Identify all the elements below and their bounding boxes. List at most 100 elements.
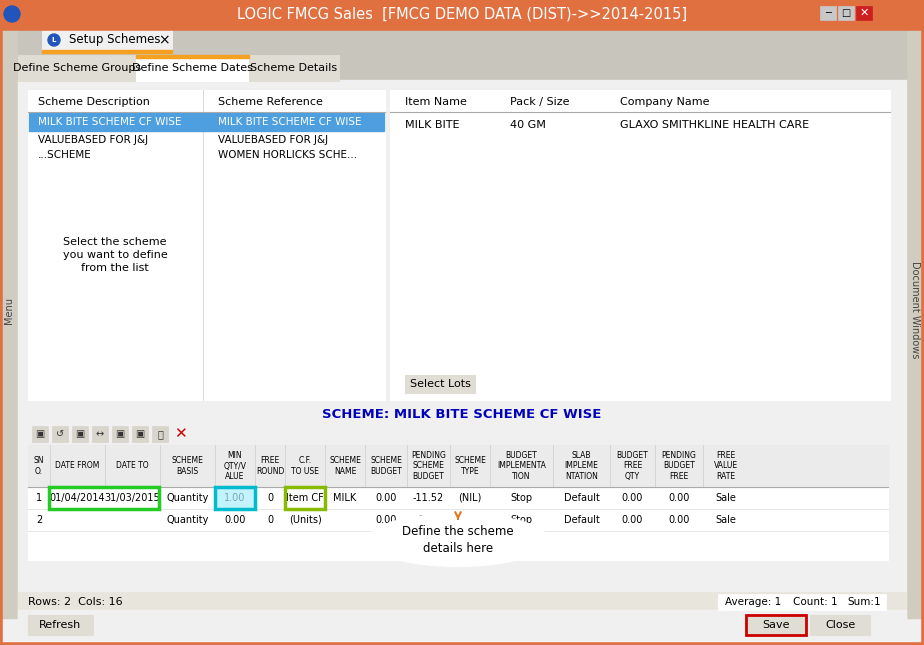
Text: ↔: ↔ xyxy=(96,429,104,439)
Bar xyxy=(112,426,128,442)
Text: 0.00: 0.00 xyxy=(622,493,643,503)
Text: LOGIC FMCG Sales  [FMCG DEMO DATA (DIST)->>2014-2015]: LOGIC FMCG Sales [FMCG DEMO DATA (DIST)-… xyxy=(237,6,687,21)
Text: Count: 1: Count: 1 xyxy=(793,597,838,607)
Bar xyxy=(843,594,886,610)
Bar xyxy=(28,90,385,400)
Text: GLAXO SMITHKLINE HEALTH CARE: GLAXO SMITHKLINE HEALTH CARE xyxy=(620,120,809,130)
Text: VALUEBASED FOR J&J: VALUEBASED FOR J&J xyxy=(38,135,148,145)
Bar xyxy=(18,592,906,612)
Text: 2: 2 xyxy=(36,515,43,525)
Circle shape xyxy=(48,34,60,46)
Text: Define Scheme Dates: Define Scheme Dates xyxy=(132,63,253,73)
Text: BUDGET
IMPLEMENTA
TION: BUDGET IMPLEMENTA TION xyxy=(497,451,546,481)
Text: SCHEME
NAME: SCHEME NAME xyxy=(329,456,361,476)
Text: 🔎: 🔎 xyxy=(157,429,163,439)
Text: MILK: MILK xyxy=(334,493,357,503)
Bar xyxy=(788,594,843,610)
Text: Stop: Stop xyxy=(510,493,532,503)
Text: Default: Default xyxy=(564,493,600,503)
Text: SLAB
IMPLEME
NTATION: SLAB IMPLEME NTATION xyxy=(565,451,599,481)
Text: Menu: Menu xyxy=(4,297,14,324)
Text: 0.00: 0.00 xyxy=(418,515,439,525)
Bar xyxy=(18,28,906,54)
Text: Define the scheme
details here: Define the scheme details here xyxy=(402,525,514,555)
Text: 40 GM: 40 GM xyxy=(510,120,546,130)
Text: ×: × xyxy=(158,33,170,47)
Text: 0: 0 xyxy=(267,515,274,525)
Ellipse shape xyxy=(43,221,188,289)
Bar xyxy=(152,426,168,442)
Text: ...SCHEME: ...SCHEME xyxy=(38,150,91,160)
Text: FREE
ROUND: FREE ROUND xyxy=(256,456,285,476)
Bar xyxy=(72,426,88,442)
Text: 0.00: 0.00 xyxy=(622,515,643,525)
Bar xyxy=(136,55,249,81)
Text: DATE FROM: DATE FROM xyxy=(55,462,100,470)
Text: 0.00: 0.00 xyxy=(668,493,689,503)
Bar xyxy=(405,375,475,393)
Text: 01/04/2014: 01/04/2014 xyxy=(50,493,105,503)
Text: 0.00: 0.00 xyxy=(668,515,689,525)
Bar xyxy=(810,615,870,635)
Text: 1.00: 1.00 xyxy=(225,493,246,503)
Text: MILK BITE: MILK BITE xyxy=(405,120,459,130)
Text: Default: Default xyxy=(564,515,600,525)
Text: 0: 0 xyxy=(267,493,274,503)
Text: 0.00: 0.00 xyxy=(225,515,246,525)
Text: 1: 1 xyxy=(36,493,43,503)
Bar xyxy=(18,55,136,81)
Text: Scheme Description: Scheme Description xyxy=(38,97,150,107)
Text: Select the scheme
you want to define
from the list: Select the scheme you want to define fro… xyxy=(63,237,167,273)
Text: Select Lots: Select Lots xyxy=(409,379,470,389)
Bar xyxy=(746,615,806,635)
Bar xyxy=(28,445,888,560)
Bar xyxy=(28,423,888,445)
Bar xyxy=(18,80,906,620)
Text: Rows: 2  Cols: 16: Rows: 2 Cols: 16 xyxy=(28,597,123,607)
Text: Close: Close xyxy=(825,620,855,630)
Text: SN
O.: SN O. xyxy=(34,456,44,476)
Text: Scheme Reference: Scheme Reference xyxy=(218,97,322,107)
Text: SCHEME
BUDGET: SCHEME BUDGET xyxy=(371,456,402,476)
Text: ▣: ▣ xyxy=(35,429,44,439)
Text: Scheme Details: Scheme Details xyxy=(250,63,337,73)
Text: ↺: ↺ xyxy=(56,429,64,439)
Bar xyxy=(28,445,888,487)
Text: Stop: Stop xyxy=(510,515,532,525)
Text: -11.52: -11.52 xyxy=(413,493,444,503)
Text: MIN
QTY/V
ALUE: MIN QTY/V ALUE xyxy=(224,451,247,481)
Text: MILK BITE SCHEME CF WISE: MILK BITE SCHEME CF WISE xyxy=(38,117,181,127)
Text: L: L xyxy=(52,37,56,43)
Text: Average: 1: Average: 1 xyxy=(724,597,781,607)
Bar xyxy=(390,90,890,400)
Bar xyxy=(136,55,249,58)
Text: FREE
VALUE
RATE: FREE VALUE RATE xyxy=(713,451,737,481)
Text: 0.00: 0.00 xyxy=(375,493,396,503)
Text: SCHEME
TYPE: SCHEME TYPE xyxy=(454,456,486,476)
Text: PENDING
SCHEME
BUDGET: PENDING SCHEME BUDGET xyxy=(411,451,446,481)
Text: PENDING
BUDGET
FREE: PENDING BUDGET FREE xyxy=(662,451,697,481)
Bar xyxy=(215,487,255,509)
Text: Quantity: Quantity xyxy=(166,493,209,503)
Text: Item CF: Item CF xyxy=(286,493,324,503)
Text: (Units): (Units) xyxy=(288,515,322,525)
Text: Pack / Size: Pack / Size xyxy=(510,97,569,107)
Bar xyxy=(718,594,788,610)
Bar xyxy=(52,426,68,442)
Circle shape xyxy=(4,6,20,22)
Bar xyxy=(28,615,93,635)
Bar xyxy=(285,487,325,509)
Text: ▣: ▣ xyxy=(116,429,125,439)
Bar xyxy=(0,0,924,28)
Bar xyxy=(746,615,806,635)
Text: 0.00: 0.00 xyxy=(375,515,396,525)
Bar xyxy=(0,28,18,618)
Text: SCHEME: MILK BITE SCHEME CF WISE: SCHEME: MILK BITE SCHEME CF WISE xyxy=(322,408,602,421)
Text: 31/03/2015: 31/03/2015 xyxy=(104,493,161,503)
Text: Document Windows: Document Windows xyxy=(910,261,920,359)
Text: □: □ xyxy=(842,8,851,18)
Bar xyxy=(906,28,924,618)
Bar xyxy=(42,28,172,53)
Bar xyxy=(32,426,48,442)
Text: (NIL): (NIL) xyxy=(458,493,481,503)
